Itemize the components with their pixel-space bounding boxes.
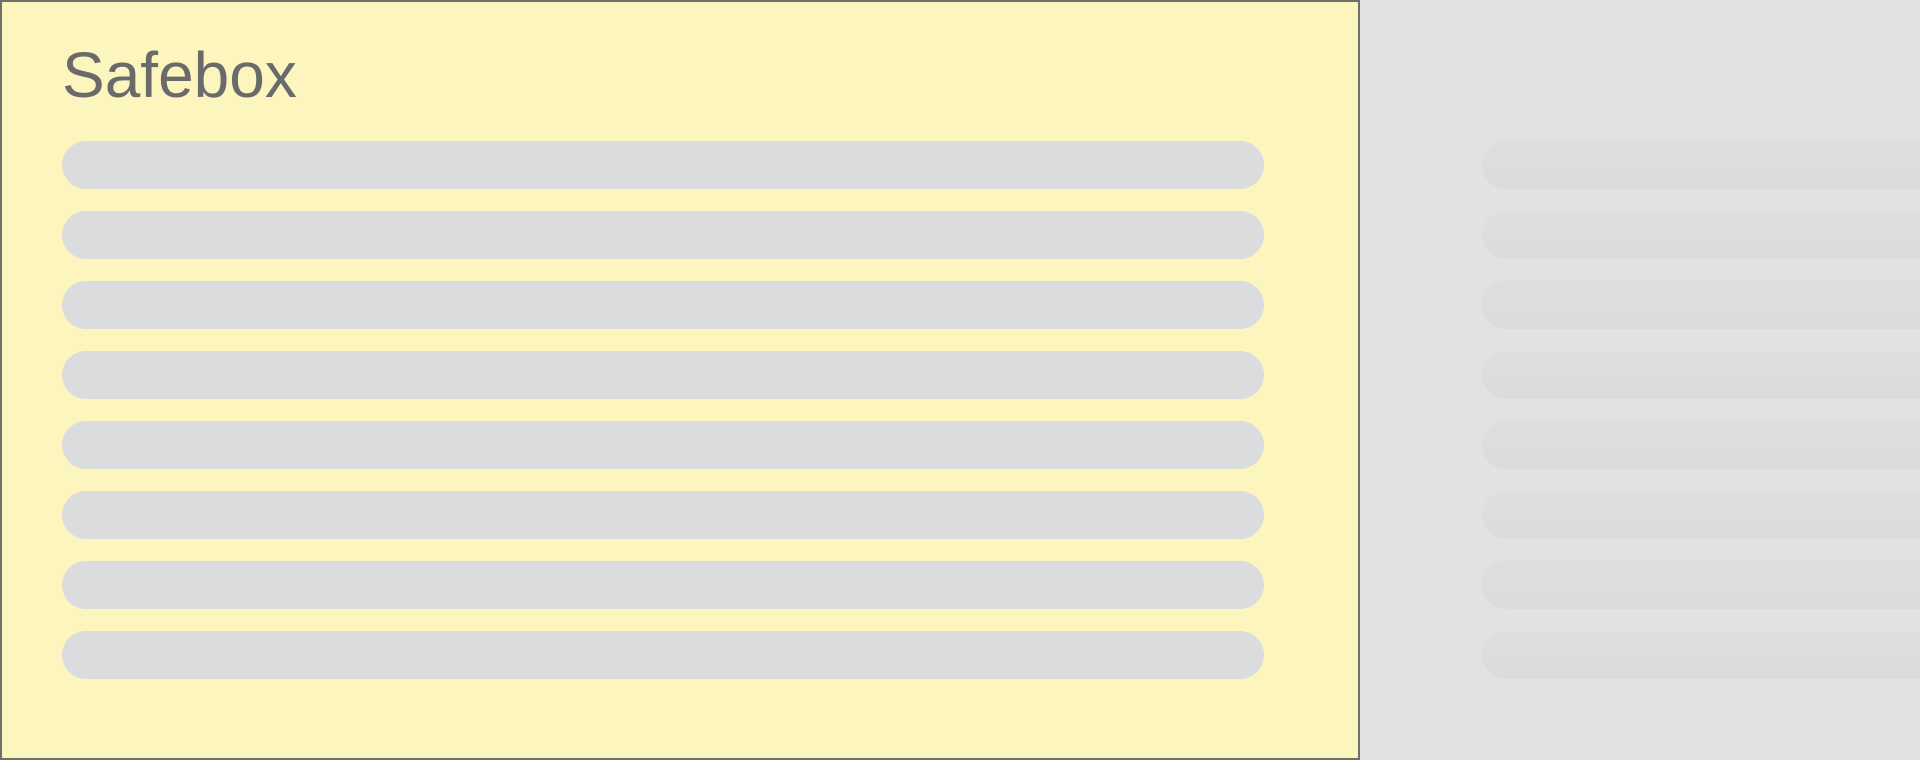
skeleton-row	[62, 211, 1264, 259]
backdrop-skeleton-list	[1482, 141, 1920, 701]
skeleton-row	[62, 351, 1264, 399]
skeleton-row	[62, 141, 1264, 189]
window-title: Safebox	[62, 39, 297, 111]
skeleton-row	[62, 491, 1264, 539]
skeleton-row	[1482, 351, 1920, 399]
safebox-window: Safebox	[0, 0, 1360, 760]
skeleton-row	[1482, 141, 1920, 189]
skeleton-row	[62, 281, 1264, 329]
skeleton-row	[1482, 561, 1920, 609]
safebox-skeleton-list	[62, 141, 1264, 701]
skeleton-row	[1482, 421, 1920, 469]
skeleton-row	[1482, 491, 1920, 539]
skeleton-row	[62, 561, 1264, 609]
skeleton-row	[1482, 631, 1920, 679]
skeleton-row	[62, 421, 1264, 469]
backdrop-panel	[1360, 0, 1920, 760]
skeleton-row	[1482, 281, 1920, 329]
skeleton-row	[1482, 211, 1920, 259]
skeleton-row	[62, 631, 1264, 679]
